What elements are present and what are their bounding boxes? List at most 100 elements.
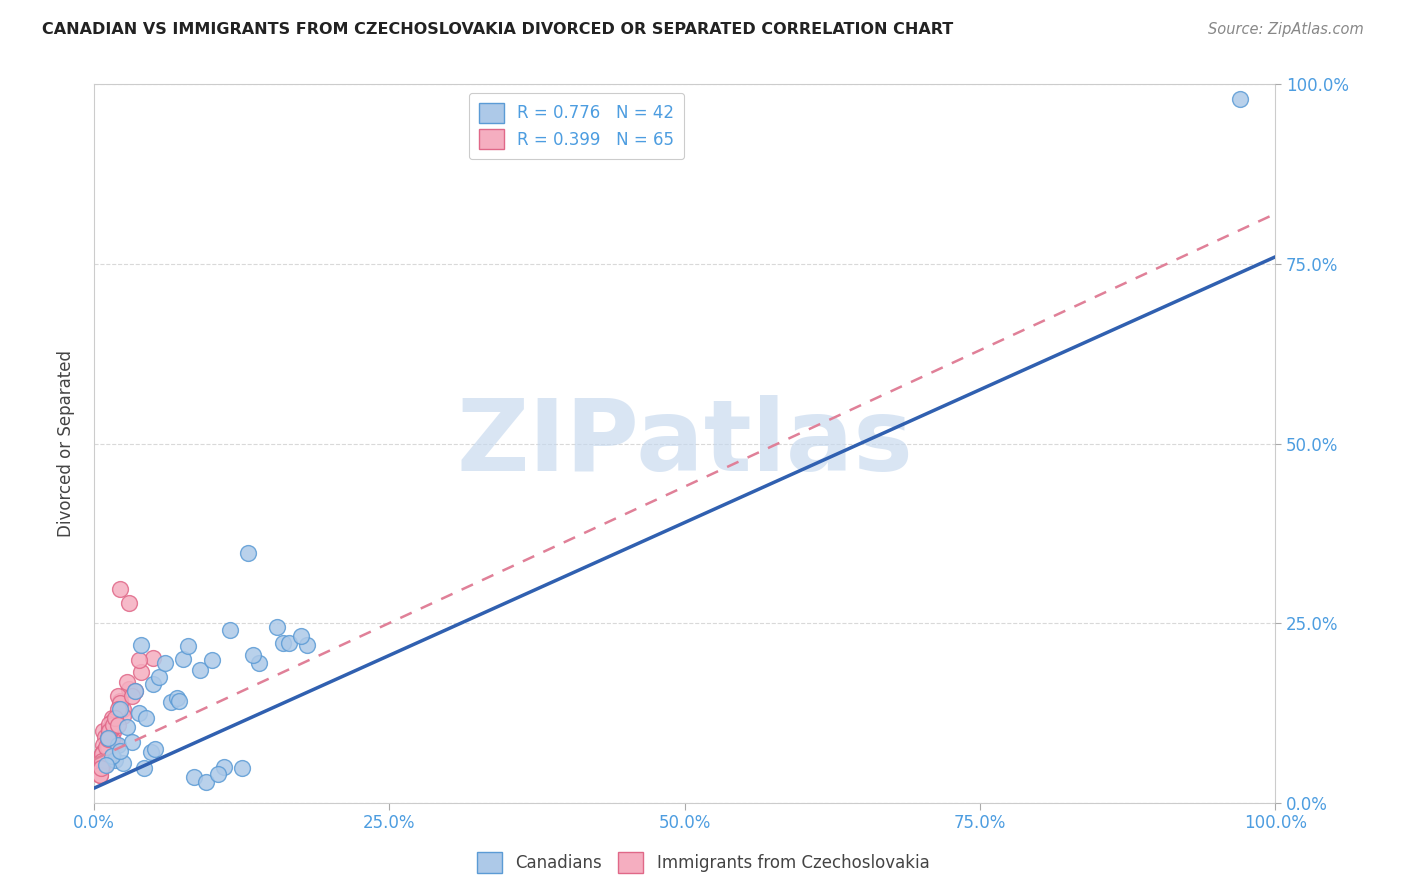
Point <box>91 758 114 772</box>
Point <box>166 691 188 706</box>
Point <box>93 752 115 766</box>
Point <box>195 775 218 789</box>
Point <box>132 761 155 775</box>
Point <box>98 716 121 731</box>
Point <box>89 768 111 782</box>
Point <box>172 652 194 666</box>
Point <box>128 706 150 720</box>
Point <box>107 738 129 752</box>
Point <box>295 638 318 652</box>
Point <box>142 650 165 665</box>
Point <box>115 675 138 690</box>
Point <box>97 731 120 745</box>
Point <box>1229 92 1251 106</box>
Point <box>97 739 120 754</box>
Point <box>121 734 143 748</box>
Point <box>90 761 112 775</box>
Point <box>108 702 131 716</box>
Point <box>108 744 131 758</box>
Point <box>91 752 114 766</box>
Point <box>97 732 120 747</box>
Point <box>104 752 127 766</box>
Text: CANADIAN VS IMMIGRANTS FROM CZECHOSLOVAKIA DIVORCED OR SEPARATED CORRELATION CHA: CANADIAN VS IMMIGRANTS FROM CZECHOSLOVAK… <box>42 22 953 37</box>
Point <box>112 702 135 716</box>
Point <box>90 751 112 765</box>
Point <box>93 747 115 761</box>
Point <box>183 771 205 785</box>
Point <box>201 653 224 667</box>
Point <box>118 596 141 610</box>
Point <box>91 747 114 761</box>
Point <box>93 730 115 744</box>
Point <box>188 663 211 677</box>
Point <box>108 582 131 596</box>
Point <box>135 711 157 725</box>
Point <box>89 768 111 782</box>
Point <box>97 731 120 745</box>
Point <box>112 756 135 770</box>
Point <box>177 639 200 653</box>
Point <box>207 767 229 781</box>
Point <box>112 709 135 723</box>
Point <box>118 682 141 697</box>
Point <box>124 684 146 698</box>
Point <box>91 754 114 768</box>
Point <box>100 711 122 725</box>
Point <box>242 648 264 663</box>
Point <box>124 684 146 698</box>
Point <box>100 732 122 747</box>
Text: ZIPatlas: ZIPatlas <box>456 395 912 492</box>
Point <box>159 695 181 709</box>
Point <box>129 638 152 652</box>
Point <box>167 693 190 707</box>
Point <box>93 738 115 752</box>
Point <box>231 761 253 775</box>
Point <box>98 723 121 737</box>
Point <box>247 656 270 670</box>
Point <box>100 715 122 730</box>
Point <box>153 656 176 670</box>
Point <box>93 758 115 772</box>
Point <box>108 693 131 707</box>
Point <box>142 677 165 691</box>
Legend: R = 0.776   N = 42, R = 0.399   N = 65: R = 0.776 N = 42, R = 0.399 N = 65 <box>468 93 683 160</box>
Point <box>93 723 115 738</box>
Point <box>104 737 127 751</box>
Point <box>108 697 131 711</box>
Point <box>90 761 112 775</box>
Point <box>139 745 162 759</box>
Legend: Canadians, Immigrants from Czechoslovakia: Canadians, Immigrants from Czechoslovaki… <box>470 846 936 880</box>
Point <box>100 731 122 745</box>
Point <box>93 745 115 759</box>
Point <box>104 711 127 725</box>
Point <box>290 629 312 643</box>
Y-axis label: Divorced or Separated: Divorced or Separated <box>58 350 75 537</box>
Point <box>271 636 294 650</box>
Point <box>90 761 112 775</box>
Point <box>93 744 115 758</box>
Point <box>115 720 138 734</box>
Point <box>94 758 117 772</box>
Point <box>91 754 114 768</box>
Point <box>94 752 117 766</box>
Point <box>96 731 118 745</box>
Point <box>100 723 122 738</box>
Point <box>236 546 259 560</box>
Point <box>212 760 235 774</box>
Point <box>128 653 150 667</box>
Point <box>107 690 129 704</box>
Point <box>266 620 288 634</box>
Point <box>148 670 170 684</box>
Point <box>145 741 167 756</box>
Point <box>100 748 122 763</box>
Point <box>121 690 143 704</box>
Point <box>91 754 114 768</box>
Point <box>218 624 240 638</box>
Point <box>100 737 122 751</box>
Point <box>100 723 122 737</box>
Point <box>107 702 129 716</box>
Point <box>90 760 112 774</box>
Point <box>91 754 114 768</box>
Text: Source: ZipAtlas.com: Source: ZipAtlas.com <box>1208 22 1364 37</box>
Point <box>129 665 152 679</box>
